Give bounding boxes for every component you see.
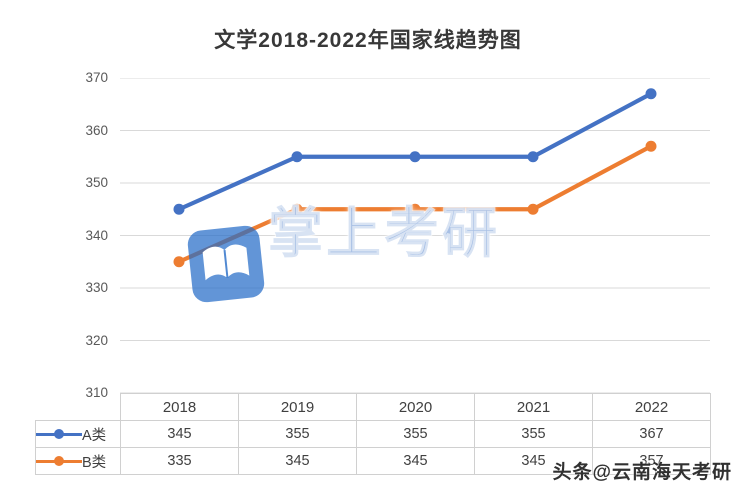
year-header: 2019 xyxy=(238,393,357,421)
series-a-label: A类 xyxy=(82,427,107,444)
year-header: 2020 xyxy=(356,393,475,421)
table-corner-cell xyxy=(35,393,121,421)
year-header: 2021 xyxy=(474,393,593,421)
table-row-series-a: A类 345 355 355 355 367 xyxy=(35,420,711,448)
y-tick-label: 330 xyxy=(85,280,108,295)
legend-cell-a: A类 xyxy=(35,420,121,448)
value-cell: 345 xyxy=(238,447,357,475)
y-tick-label: 320 xyxy=(85,332,108,348)
chart-title: 文学2018-2022年国家线趋势图 xyxy=(214,29,522,52)
series-a-marker-icon xyxy=(36,428,82,440)
y-tick-label: 360 xyxy=(85,122,108,138)
value-cell: 355 xyxy=(356,420,475,448)
y-axis-labels: 370 360 350 340 330 320 310 xyxy=(0,69,108,402)
year-header: 2022 xyxy=(592,393,711,421)
table-row-series-b: B类 335 345 345 345 357 xyxy=(35,447,711,475)
value-cell: 367 xyxy=(592,420,711,448)
table-row-years: 2018 2019 2020 2021 2022 xyxy=(35,393,711,421)
y-tick-label: 370 xyxy=(85,70,108,85)
series-b-label: B类 xyxy=(82,454,107,471)
value-cell: 335 xyxy=(120,447,239,475)
line-plot-area xyxy=(120,78,710,393)
series-b-marker-icon xyxy=(36,455,82,467)
value-cell: 355 xyxy=(474,420,593,448)
value-cell: 345 xyxy=(474,447,593,475)
chart-data-table: 2018 2019 2020 2021 2022 A类 345 355 355 … xyxy=(35,393,711,475)
legend-cell-b: B类 xyxy=(35,447,121,475)
value-cell: 355 xyxy=(238,420,357,448)
value-cell: 345 xyxy=(356,447,475,475)
year-header: 2018 xyxy=(120,393,239,421)
value-cell: 345 xyxy=(120,420,239,448)
credit-overlay-text: 头条@云南海天考研 xyxy=(552,462,732,483)
y-tick-label: 350 xyxy=(85,175,108,190)
y-tick-label: 340 xyxy=(85,227,108,243)
value-cell: 357 xyxy=(592,447,711,475)
